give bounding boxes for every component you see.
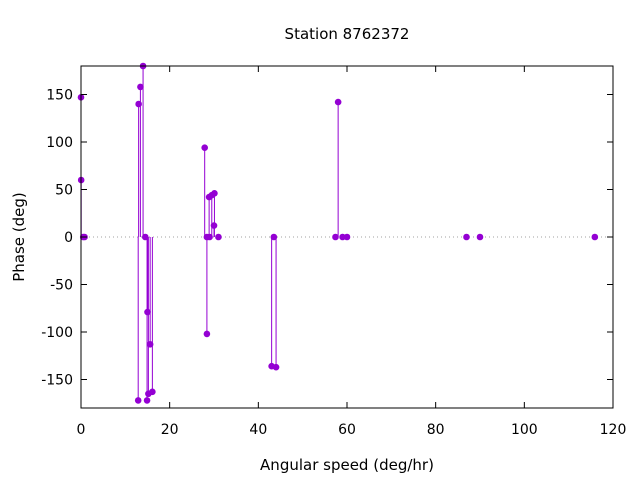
x-tick-label: 20: [161, 422, 179, 438]
data-point: [203, 330, 211, 338]
data-point: [144, 308, 151, 316]
data-points: [77, 62, 599, 404]
y-tick-label: -100: [41, 325, 73, 341]
data-point: [332, 233, 339, 241]
y-tick-label: 150: [46, 88, 73, 104]
x-tick-label: 0: [77, 422, 86, 438]
x-tick-label: 80: [427, 422, 445, 438]
data-point: [343, 233, 351, 241]
data-point: [135, 100, 142, 108]
data-point: [272, 363, 280, 371]
x-axis-label: Angular speed (deg/hr): [260, 456, 434, 474]
x-axis-ticks: 0 20 40 60 80 100 120: [77, 66, 627, 438]
x-tick-label: 120: [600, 422, 627, 438]
data-point: [146, 341, 154, 348]
data-point: [137, 83, 144, 91]
y-tick-label: -50: [50, 278, 73, 294]
data-point: [591, 233, 599, 241]
impulse-lines: [80, 66, 339, 401]
x-tick-label: 40: [249, 422, 267, 438]
plot-frame: [80, 65, 614, 409]
y-axis-ticks: -150 -100 -50 0 50 100 150: [41, 88, 613, 389]
data-point: [211, 190, 218, 197]
data-point: [476, 233, 484, 241]
y-axis-label: Phase (deg): [10, 192, 28, 282]
y-tick-label: 0: [64, 230, 73, 246]
x-tick-label: 60: [338, 422, 356, 438]
data-point: [463, 233, 470, 241]
data-point: [134, 397, 142, 404]
data-point: [270, 233, 278, 241]
data-point: [215, 233, 222, 241]
chart-title: Station 8762372: [285, 25, 410, 43]
data-point: [206, 233, 213, 241]
data-point: [201, 144, 208, 151]
data-point: [143, 397, 151, 404]
data-point: [141, 233, 149, 241]
y-tick-label: 100: [46, 135, 73, 151]
y-tick-label: -150: [41, 373, 73, 389]
data-point: [334, 98, 342, 106]
y-tick-label: 50: [55, 183, 73, 199]
data-point: [210, 222, 218, 229]
data-point: [149, 388, 156, 396]
x-tick-label: 100: [511, 422, 538, 438]
